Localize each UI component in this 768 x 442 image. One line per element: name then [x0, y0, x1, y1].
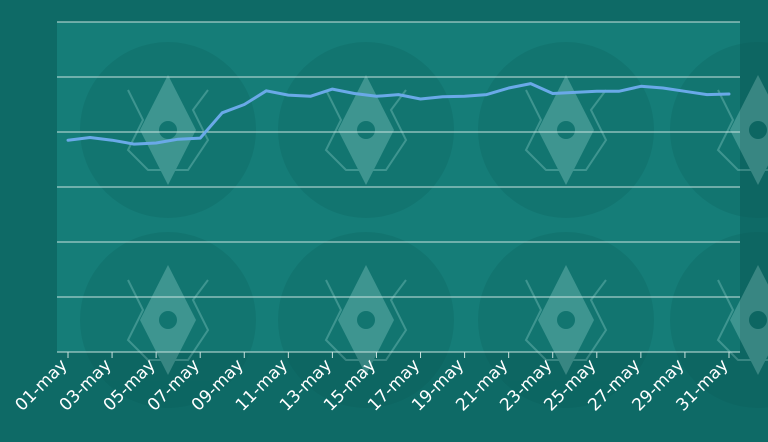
gridlines: [57, 21, 740, 298]
crystal-gear-watermark: [278, 42, 454, 218]
crystal-gear-watermark: [478, 42, 654, 218]
crystal-gear-watermark: [80, 42, 256, 218]
crystal-gear-watermark: [80, 42, 768, 408]
series-points: [67, 83, 730, 145]
crystal-gear-watermark: [278, 232, 454, 408]
crystal-gear-watermark: [80, 232, 256, 408]
x-axis-ticks: [67, 352, 730, 358]
crystal-gear-watermark: [670, 232, 768, 408]
crystal-gear-watermark: [670, 42, 768, 218]
crystal-gear-watermark: [478, 232, 654, 408]
